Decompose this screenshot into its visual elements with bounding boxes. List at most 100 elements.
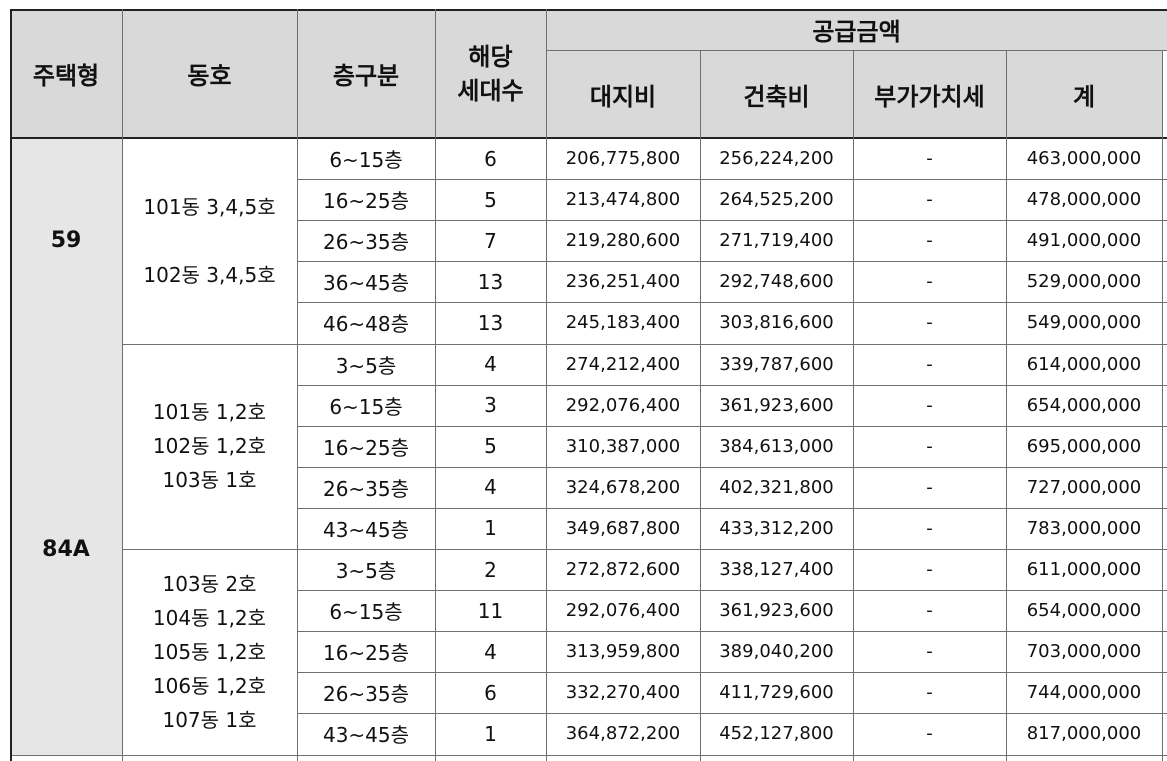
units-cell: 4 [484,475,497,500]
vat-cell: - [926,230,933,252]
row-divider [297,631,1167,633]
dong-ho-line: 101동 1,2호 [152,400,267,425]
build-cost-cell: 402,321,800 [719,476,834,498]
total-cell: 529,000,000 [1026,271,1142,293]
dong-ho-line: 103동 2호 [162,571,257,596]
units-cell: 3 [484,393,497,418]
column-divider [700,50,701,761]
header-build: 건축비 [700,50,853,138]
column-divider [853,50,854,761]
total-cell: 549,000,000 [1026,312,1142,334]
land-cost-cell: 332,270,400 [565,682,681,704]
dong-ho-line: 106동 1,2호 [152,673,267,698]
header-type: 주택형 [10,9,122,138]
column-divider [435,9,436,761]
vat-cell: - [926,189,933,211]
house-type-cell: 84A [10,343,122,755]
build-cost-cell: 411,729,600 [719,682,834,704]
build-cost-cell: 338,127,400 [719,559,834,581]
vat-cell: - [926,517,933,539]
floor-cell: 36~45층 [322,271,410,296]
floor-cell: 43~45층 [322,517,410,542]
row-divider [297,220,1167,222]
units-cell: 6 [484,680,497,705]
floor-cell: 43~45층 [322,723,410,748]
units-cell: 1 [484,721,497,746]
total-cell: 744,000,000 [1026,682,1142,704]
dong-ho-line: 104동 1,2호 [152,605,267,630]
column-divider [1006,50,1007,761]
row-divider [297,507,1167,509]
vat-cell: - [926,148,933,170]
units-cell: 13 [477,269,504,294]
build-cost-cell: 389,040,200 [719,641,834,663]
land-cost-cell: 349,687,800 [565,517,681,539]
header-supply: 공급금액 [546,9,1167,50]
units-cell: 5 [484,434,497,459]
row-divider [10,343,1167,345]
floor-cell: 16~25층 [322,641,410,666]
units-cell: 4 [484,639,497,664]
dong-ho-line: 102동 3,4,5호 [143,262,276,287]
vat-cell: - [926,559,933,581]
row-divider [297,179,1167,181]
land-cost-cell: 272,872,600 [565,559,681,581]
row-divider [297,302,1167,304]
header-dong: 동호 [122,9,297,138]
row-divider [297,590,1167,592]
land-cost-cell: 219,280,600 [565,230,681,252]
units-cell: 4 [484,352,497,377]
land-cost-cell: 364,872,200 [565,723,681,745]
column-divider [122,9,123,761]
land-cost-cell: 313,959,800 [565,641,681,663]
floor-cell: 6~15층 [329,600,403,625]
land-cost-cell: 324,678,200 [565,476,681,498]
build-cost-cell: 292,748,600 [719,271,834,293]
dong-ho-line: 105동 1,2호 [152,639,267,664]
dong-ho-cell: 103동 2호 104동 1,2호 105동 1,2호 106동 1,2호 107동 1… [122,549,297,755]
vat-cell: - [926,435,933,457]
house-type-cell: 59 [10,138,122,344]
vat-cell: - [926,600,933,622]
floor-cell: 16~25층 [322,189,410,214]
units-cell: 2 [484,557,497,582]
total-cell: 703,000,000 [1026,641,1142,663]
build-cost-cell: 256,224,200 [719,148,834,170]
land-cost-cell: 236,251,400 [565,271,681,293]
land-cost-cell: 310,387,000 [565,435,681,457]
floor-cell: 3~5층 [335,353,397,378]
total-cell: 695,000,000 [1026,435,1142,457]
header-units-line: 해당 [468,42,513,71]
land-cost-cell: 206,775,800 [565,148,681,170]
dong-ho-line: 102동 1,2호 [152,434,267,459]
total-cell: 611,000,000 [1026,559,1142,581]
total-cell: 654,000,000 [1026,394,1142,416]
vat-cell: - [926,682,933,704]
vat-cell: - [926,476,933,498]
build-cost-cell: 361,923,600 [719,600,834,622]
units-cell: 1 [484,516,497,541]
column-divider [10,9,12,761]
vat-cell: - [926,353,933,375]
header-land: 대지비 [546,50,700,138]
land-cost-cell: 245,183,400 [565,312,681,334]
units-cell: 11 [477,598,504,623]
units-cell: 6 [484,146,497,171]
total-cell: 817,000,000 [1026,723,1142,745]
vat-cell: - [926,312,933,334]
row-divider [297,261,1167,263]
vat-cell: - [926,641,933,663]
floor-cell: 6~15층 [329,394,403,419]
land-cost-cell: 292,076,400 [565,394,681,416]
dong-ho-cell: 101동 1,2호 102동 1,2호 103동 1호 [122,344,297,550]
row-divider [10,754,1167,756]
units-cell: 7 [484,228,497,253]
dong-ho-line: 101동 3,4,5호 [143,194,276,219]
units-cell: 5 [484,187,497,212]
build-cost-cell: 339,787,600 [719,353,834,375]
total-cell: 654,000,000 [1026,600,1142,622]
row-divider [297,672,1167,674]
header-units-line: 세대수 [457,76,524,105]
